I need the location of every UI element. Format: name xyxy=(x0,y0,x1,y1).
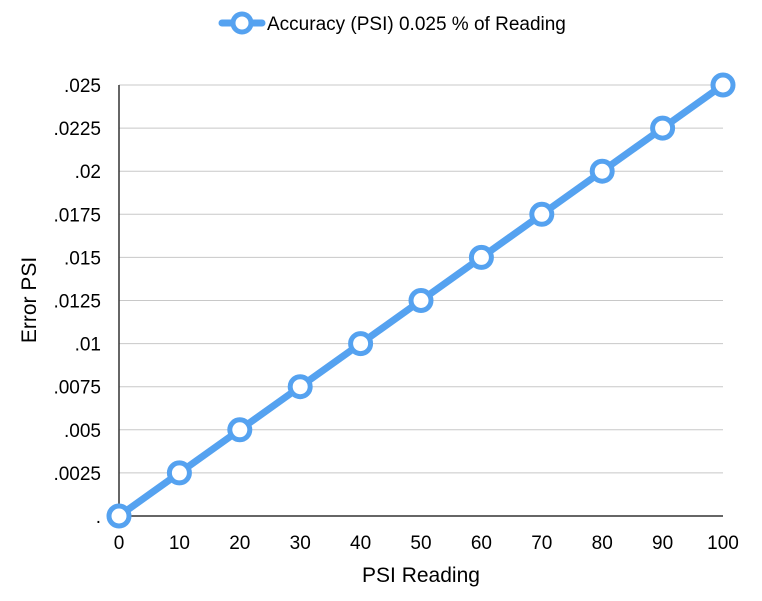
data-point xyxy=(106,503,132,529)
legend: Accuracy (PSI) 0.025 % of Reading xyxy=(218,11,566,35)
y-tick-label: .025 xyxy=(64,76,101,97)
y-tick-label: .02 xyxy=(75,162,101,183)
x-tick-label: 20 xyxy=(229,533,250,554)
y-tick-labels: . .0025 .005 .0075 .01 .0125 .015 .0175 .02 .0225… xyxy=(53,76,101,528)
x-tick-label: 80 xyxy=(592,533,613,554)
y-tick-label: .0125 xyxy=(53,292,101,313)
x-tick-label: 40 xyxy=(350,533,371,554)
x-tick-label: 10 xyxy=(169,533,190,554)
y-tick-label: .01 xyxy=(75,335,101,356)
data-point xyxy=(287,374,313,400)
y-tick-label: .015 xyxy=(64,248,101,269)
series-points xyxy=(106,72,736,529)
x-axis-title: PSI Reading xyxy=(362,564,480,587)
data-point xyxy=(348,331,374,357)
y-tick-label: .0025 xyxy=(53,464,101,485)
data-point xyxy=(408,288,434,313)
y-axis-title: Error PSI xyxy=(18,257,41,343)
x-tick-labels: 0 10 20 30 40 50 60 70 80 90 100 xyxy=(114,533,739,554)
y-tick-label: . xyxy=(96,507,101,528)
x-tick-label: 0 xyxy=(114,533,125,554)
data-point xyxy=(529,201,555,227)
data-point xyxy=(710,72,736,98)
data-point xyxy=(227,417,253,443)
y-tick-label: .0075 xyxy=(53,378,101,399)
legend-marker-icon xyxy=(230,11,254,35)
gridlines xyxy=(119,84,723,474)
data-point xyxy=(166,460,192,486)
y-tick-label: .0225 xyxy=(53,119,101,140)
x-tick-label: 70 xyxy=(531,533,552,554)
data-point xyxy=(468,244,494,270)
y-tick-label: .0175 xyxy=(53,205,101,226)
x-tick-label: 100 xyxy=(707,533,739,554)
x-tick-label: 60 xyxy=(471,533,492,554)
x-tick-label: 50 xyxy=(410,533,431,554)
legend-label: Accuracy (PSI) 0.025 % of Reading xyxy=(267,14,566,35)
data-point xyxy=(650,115,676,141)
x-tick-label: 30 xyxy=(290,533,311,554)
x-tick-label: 90 xyxy=(652,533,673,554)
y-tick-label: .005 xyxy=(64,421,101,442)
data-point xyxy=(589,158,615,184)
